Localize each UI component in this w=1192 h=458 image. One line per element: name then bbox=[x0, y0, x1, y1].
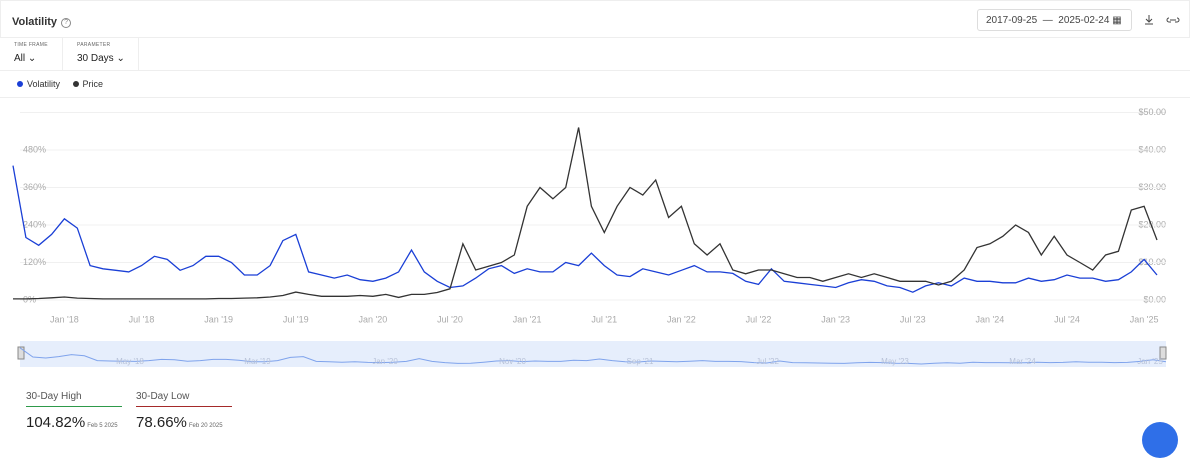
series-line bbox=[12, 165, 1158, 293]
navigator-line bbox=[19, 347, 1167, 365]
stat: 30-Day High 104.82% Feb 5 2025 bbox=[26, 391, 122, 431]
control-label: PARAMETER bbox=[77, 42, 111, 48]
x-tick-label: Jan '21 bbox=[513, 314, 542, 324]
control-value: 30 Days ⌄ bbox=[77, 53, 125, 64]
y2-tick-label: $20.00 bbox=[1138, 219, 1166, 229]
x-tick-label: Jul '23 bbox=[900, 314, 926, 324]
legend-item[interactable]: Volatility bbox=[17, 79, 60, 89]
x-tick-label: Jul '22 bbox=[746, 314, 772, 324]
stat: 30-Day Low 78.66% Feb 20 2025 bbox=[136, 391, 232, 431]
y-tick-label: 360% bbox=[23, 182, 46, 192]
navigator-label: Sep '21 bbox=[627, 357, 654, 366]
control-value-text: 30 Days bbox=[77, 53, 114, 64]
navigator-label: Nov '20 bbox=[499, 357, 526, 366]
stat-label: 30-Day High bbox=[26, 391, 122, 407]
x-tick-label: Jan '22 bbox=[667, 314, 696, 324]
x-tick-label: Jan '23 bbox=[821, 314, 850, 324]
title: Volatility bbox=[12, 16, 58, 28]
legend-dot bbox=[17, 81, 23, 87]
y2-tick-label: $30.00 bbox=[1138, 182, 1166, 192]
y2-tick-label: $0.00 bbox=[1143, 294, 1166, 304]
navigator-handle[interactable] bbox=[17, 346, 25, 360]
legend-dot bbox=[72, 81, 79, 87]
header: Volatility? 2017-09-25 — 2025-02-24 ▦ bbox=[0, 0, 1190, 38]
series-line bbox=[13, 127, 1158, 300]
help-icon[interactable]: ? bbox=[61, 18, 72, 28]
stat-label: 30-Day Low bbox=[136, 391, 232, 407]
x-tick-label: Jan '18 bbox=[50, 314, 79, 324]
navigator-label: Jan '20 bbox=[372, 357, 398, 366]
navigator-label: Jul '22 bbox=[756, 357, 779, 366]
y-tick-label: 240% bbox=[23, 219, 46, 229]
stat-value-row: 104.82% Feb 5 2025 bbox=[26, 414, 122, 431]
x-tick-label: Jul '19 bbox=[283, 314, 309, 324]
date-range[interactable]: 2017-09-25 — 2025-02-24 ▦ bbox=[977, 9, 1132, 31]
divider bbox=[0, 97, 1190, 98]
x-tick-label: Jul '21 bbox=[591, 314, 617, 324]
x-tick-label: Jul '24 bbox=[1054, 314, 1080, 324]
divider bbox=[0, 70, 1190, 71]
y-tick-label: 120% bbox=[23, 257, 46, 267]
y2-tick-label: $50.00 bbox=[1138, 107, 1166, 117]
stat-value: 104.82% bbox=[26, 414, 86, 431]
navigator-label: Mar '24 bbox=[1009, 357, 1036, 366]
control-value: All ⌄ bbox=[14, 53, 37, 64]
y-tick-label: 480% bbox=[23, 144, 46, 154]
control[interactable]: TIME FRAME All ⌄ bbox=[0, 38, 63, 70]
x-tick-label: Jul '18 bbox=[129, 314, 155, 324]
navigator-handle[interactable] bbox=[1159, 346, 1167, 360]
start-date: 2017-09-25 bbox=[986, 15, 1038, 26]
toolbar-icons[interactable] bbox=[1143, 14, 1183, 26]
stat-value: 78.66% bbox=[136, 414, 187, 431]
y2-tick-label: $10.00 bbox=[1138, 257, 1166, 267]
x-tick-label: Jan '20 bbox=[359, 314, 388, 324]
navigator-label: May '18 bbox=[116, 357, 144, 366]
legend-label: Volatility bbox=[27, 79, 61, 89]
end-date: 2025-02-24 bbox=[1058, 15, 1110, 26]
navigator-label: May '23 bbox=[881, 357, 909, 366]
x-tick-label: Jan '19 bbox=[204, 314, 233, 324]
control[interactable]: PARAMETER 30 Days ⌄ bbox=[63, 38, 139, 70]
chat-button[interactable] bbox=[1142, 422, 1178, 458]
navigator-label: Jan '25 bbox=[1137, 357, 1163, 366]
chart: $0.00$10.00$20.00$30.00$40.00$50.000%120… bbox=[12, 107, 1167, 367]
x-tick-label: Jul '20 bbox=[437, 314, 463, 324]
stat-date: Feb 5 2025 bbox=[87, 423, 118, 429]
control-label: TIME FRAME bbox=[14, 42, 48, 48]
stat-value-row: 78.66% Feb 20 2025 bbox=[136, 414, 232, 431]
control-value-text: All bbox=[14, 53, 26, 64]
y2-tick-label: $40.00 bbox=[1138, 144, 1166, 154]
navigator-label: Mar '19 bbox=[244, 357, 271, 366]
title-wrap: Volatility? bbox=[12, 16, 72, 28]
legend: Volatility Price bbox=[17, 79, 113, 89]
x-tick-label: Jan '24 bbox=[976, 314, 1005, 324]
legend-item[interactable]: Price bbox=[72, 79, 104, 89]
x-tick-label: Jan '25 bbox=[1130, 314, 1159, 324]
stat-date: Feb 20 2025 bbox=[188, 423, 223, 429]
legend-label: Price bbox=[82, 79, 104, 89]
